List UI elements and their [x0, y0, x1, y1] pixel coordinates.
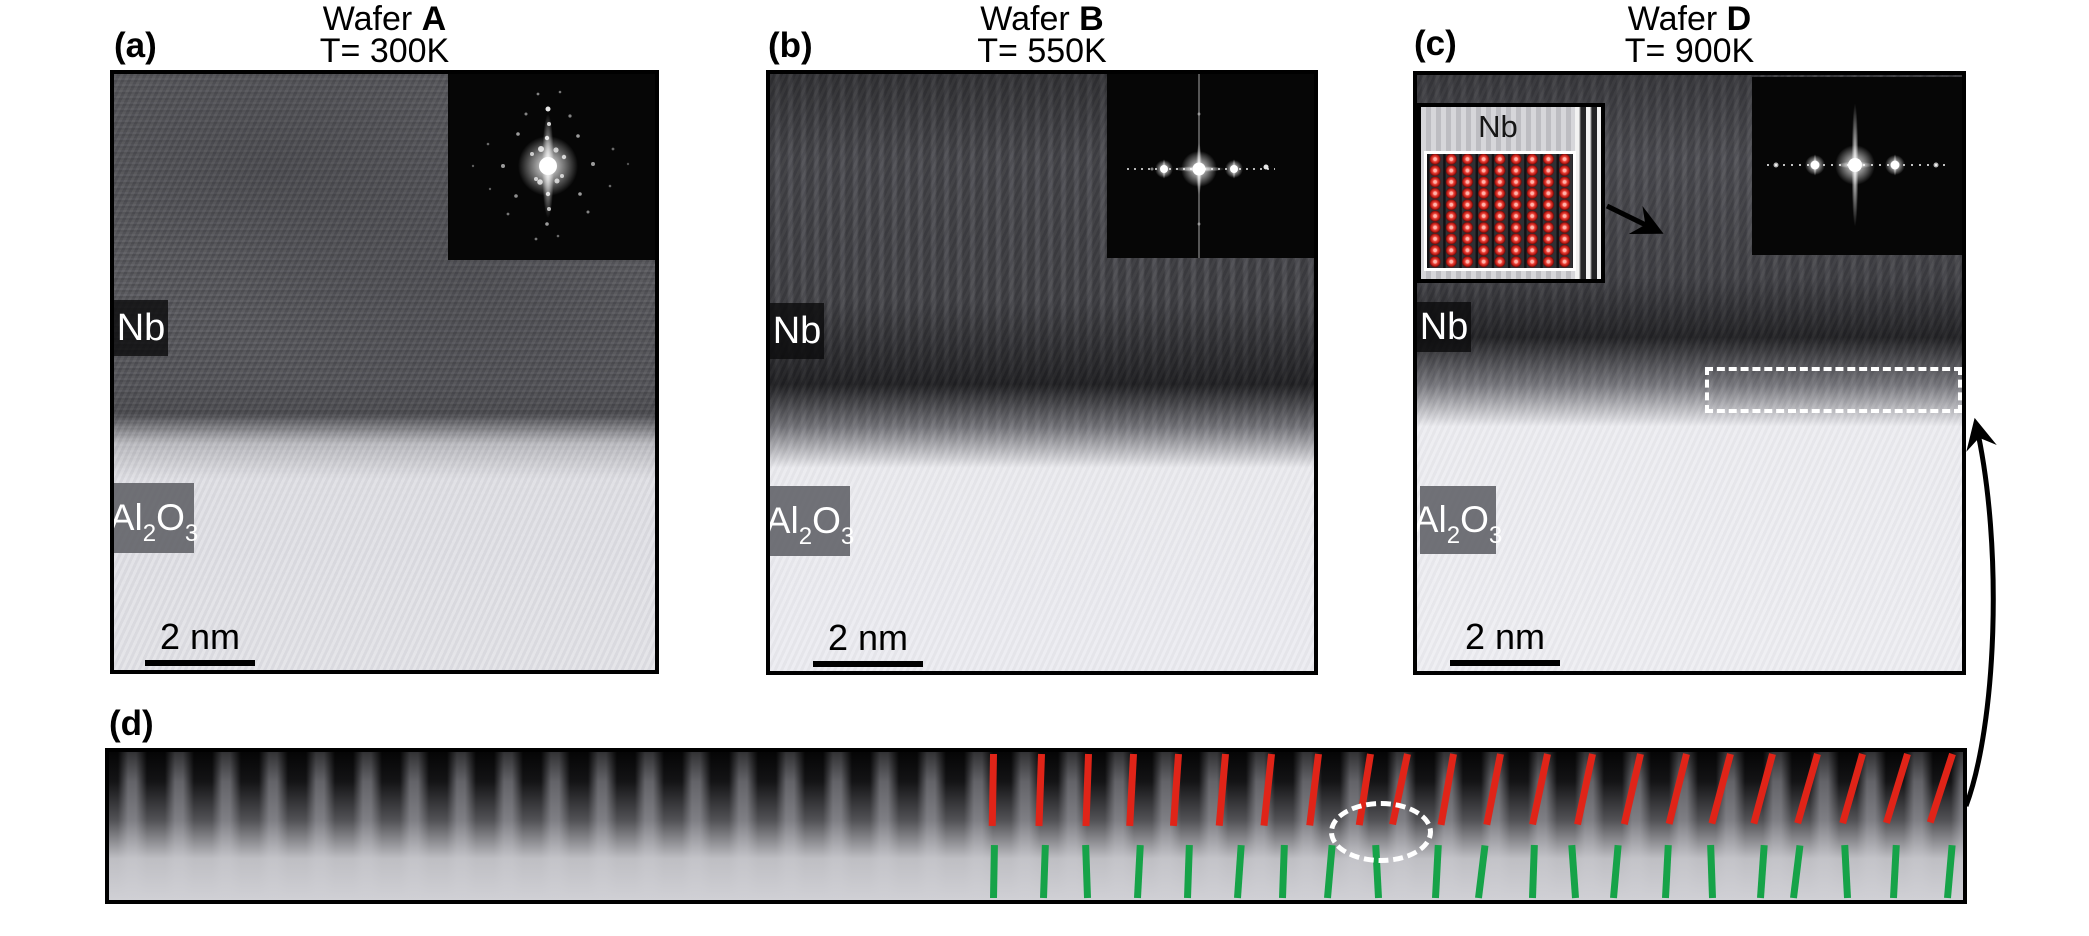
panel-b-title-wafer: Wafer B	[980, 0, 1104, 38]
panel-b-nb-text: Nb	[772, 309, 822, 352]
nb-plane-marker	[1926, 752, 1956, 824]
panel-a-scalebar-label: 2 nm	[159, 616, 241, 657]
nb-atom-columns	[1424, 151, 1576, 271]
panel-c-scalebar-line	[1450, 660, 1560, 666]
substrate-plane-marker	[1943, 844, 1956, 899]
fft-pattern-b	[1107, 74, 1314, 258]
panel-a-al2o3-badge: Al2O3	[114, 483, 198, 553]
panel-a-label: (a)	[114, 26, 157, 65]
panel-b-scalebar-label: 2 nm	[827, 617, 909, 658]
panel-c-al2o3-text: Al2O3	[1413, 499, 1503, 549]
panel-b-fft-inset	[1107, 74, 1314, 258]
substrate-plane-marker	[1756, 844, 1768, 899]
nb-plane-marker	[1437, 753, 1457, 826]
nb-plane-marker	[1125, 753, 1137, 827]
nb-plane-marker	[1528, 753, 1551, 826]
panel-a-al2o3-text: Al2O3	[110, 497, 199, 547]
wafer-letter-b: B	[1079, 0, 1104, 38]
wafer-letter-d: D	[1726, 0, 1752, 38]
panel-a-nb-badge: Nb	[114, 300, 168, 356]
wafer-letter-a: A	[421, 0, 447, 38]
panel-c-label: (c)	[1414, 24, 1457, 63]
nb-plane-marker	[988, 753, 997, 827]
fft-pattern-a	[448, 74, 655, 260]
substrate-plane-marker	[1133, 844, 1144, 899]
panel-b-label: (b)	[768, 26, 813, 65]
nb-plane-marker	[1081, 753, 1092, 827]
substrate-plane-marker	[1183, 844, 1193, 899]
panel-c-atomic-model-inset: Nb	[1417, 103, 1605, 283]
nb-plane-marker	[1793, 753, 1821, 825]
nb-plane-marker	[1215, 753, 1229, 827]
panel-c-nb-text: Nb	[1419, 305, 1469, 348]
panel-c-scalebar: 2 nm	[1450, 616, 1560, 666]
substrate-plane-marker	[1840, 844, 1851, 899]
substrate-plane-marker	[1278, 844, 1288, 899]
inset-lattice-fringes	[1575, 107, 1601, 279]
strip-to-roi-curved-arrow	[1963, 417, 1997, 807]
substrate-plane-marker	[1789, 844, 1803, 899]
nb-plane-marker	[1620, 753, 1644, 825]
panel-a-title: Wafer A T= 300K	[110, 0, 659, 70]
panel-b-al2o3-text: Al2O3	[766, 500, 855, 550]
substrate-plane-marker	[1528, 844, 1538, 899]
nb-plane-marker	[1749, 753, 1776, 825]
panel-d-label: (d)	[109, 704, 154, 743]
nb-plane-marker	[1305, 753, 1322, 826]
nb-plane-marker	[1573, 753, 1596, 826]
substrate-plane-marker	[1431, 844, 1442, 899]
substrate-plane-marker	[1081, 844, 1091, 899]
panel-a-scalebar: 2 nm	[145, 616, 255, 666]
panel-b-nb-badge: Nb	[770, 303, 824, 359]
panel-c-title: Wafer D T= 900K	[1413, 0, 1966, 70]
panel-d-annotations	[109, 752, 1963, 900]
nb-plane-marker	[1665, 753, 1690, 825]
panel-c-fft-inset	[1752, 77, 1962, 255]
panel-a-title-wafer: Wafer A	[322, 0, 447, 38]
substrate-plane-marker	[1609, 844, 1622, 899]
panel-b-al2o3-badge: Al2O3	[770, 486, 854, 556]
nb-plane-marker	[1882, 752, 1911, 824]
panel-c-title-wafer: Wafer D	[1627, 0, 1752, 38]
substrate-plane-marker	[1039, 844, 1049, 899]
panel-c-micrograph: Nb Nb Al2O3 2 nm	[1413, 71, 1966, 675]
panel-b-scalebar-line	[813, 661, 923, 667]
panel-d-interface-strip	[105, 748, 1967, 904]
substrate-plane-marker	[1706, 844, 1716, 899]
nb-plane-marker	[1707, 753, 1734, 825]
substrate-plane-marker	[1661, 844, 1672, 899]
panel-a-nb-text: Nb	[116, 306, 166, 349]
nb-plane-marker	[1838, 753, 1866, 825]
panel-b-scalebar: 2 nm	[813, 617, 923, 667]
substrate-plane-marker	[1233, 844, 1245, 899]
substrate-plane-marker	[1567, 844, 1579, 899]
panel-b-title: Wafer B T= 550K	[766, 0, 1318, 70]
nb-plane-marker	[1169, 753, 1182, 827]
interface-roi-dashed-rect	[1705, 367, 1962, 413]
substrate-plane-marker	[1889, 844, 1900, 899]
nb-plane-marker	[1034, 753, 1045, 827]
panel-b-title-temp: T= 550K	[977, 32, 1107, 70]
panel-b-micrograph: Nb Al2O3 2 nm	[766, 70, 1318, 675]
dislocation-ellipse	[1329, 801, 1433, 863]
panel-a-scalebar-line	[145, 660, 255, 666]
inset-nb-label: Nb	[1478, 109, 1518, 144]
panel-c-al2o3-badge: Al2O3	[1417, 486, 1502, 554]
nb-plane-marker	[1482, 753, 1504, 826]
substrate-plane-marker	[1323, 844, 1336, 899]
nb-plane-marker	[1259, 753, 1275, 826]
substrate-plane-marker	[1474, 844, 1488, 899]
panel-c-nb-badge: Nb	[1417, 302, 1471, 352]
panel-a-title-temp: T= 300K	[319, 32, 450, 70]
panel-a-fft-inset	[448, 74, 655, 260]
fft-pattern-c	[1752, 77, 1962, 255]
substrate-plane-marker	[989, 844, 998, 899]
panel-a-micrograph: Nb Al2O3 2 nm	[110, 70, 659, 674]
panel-c-title-temp: T= 900K	[1624, 32, 1755, 70]
panel-c-scalebar-label: 2 nm	[1464, 616, 1546, 657]
